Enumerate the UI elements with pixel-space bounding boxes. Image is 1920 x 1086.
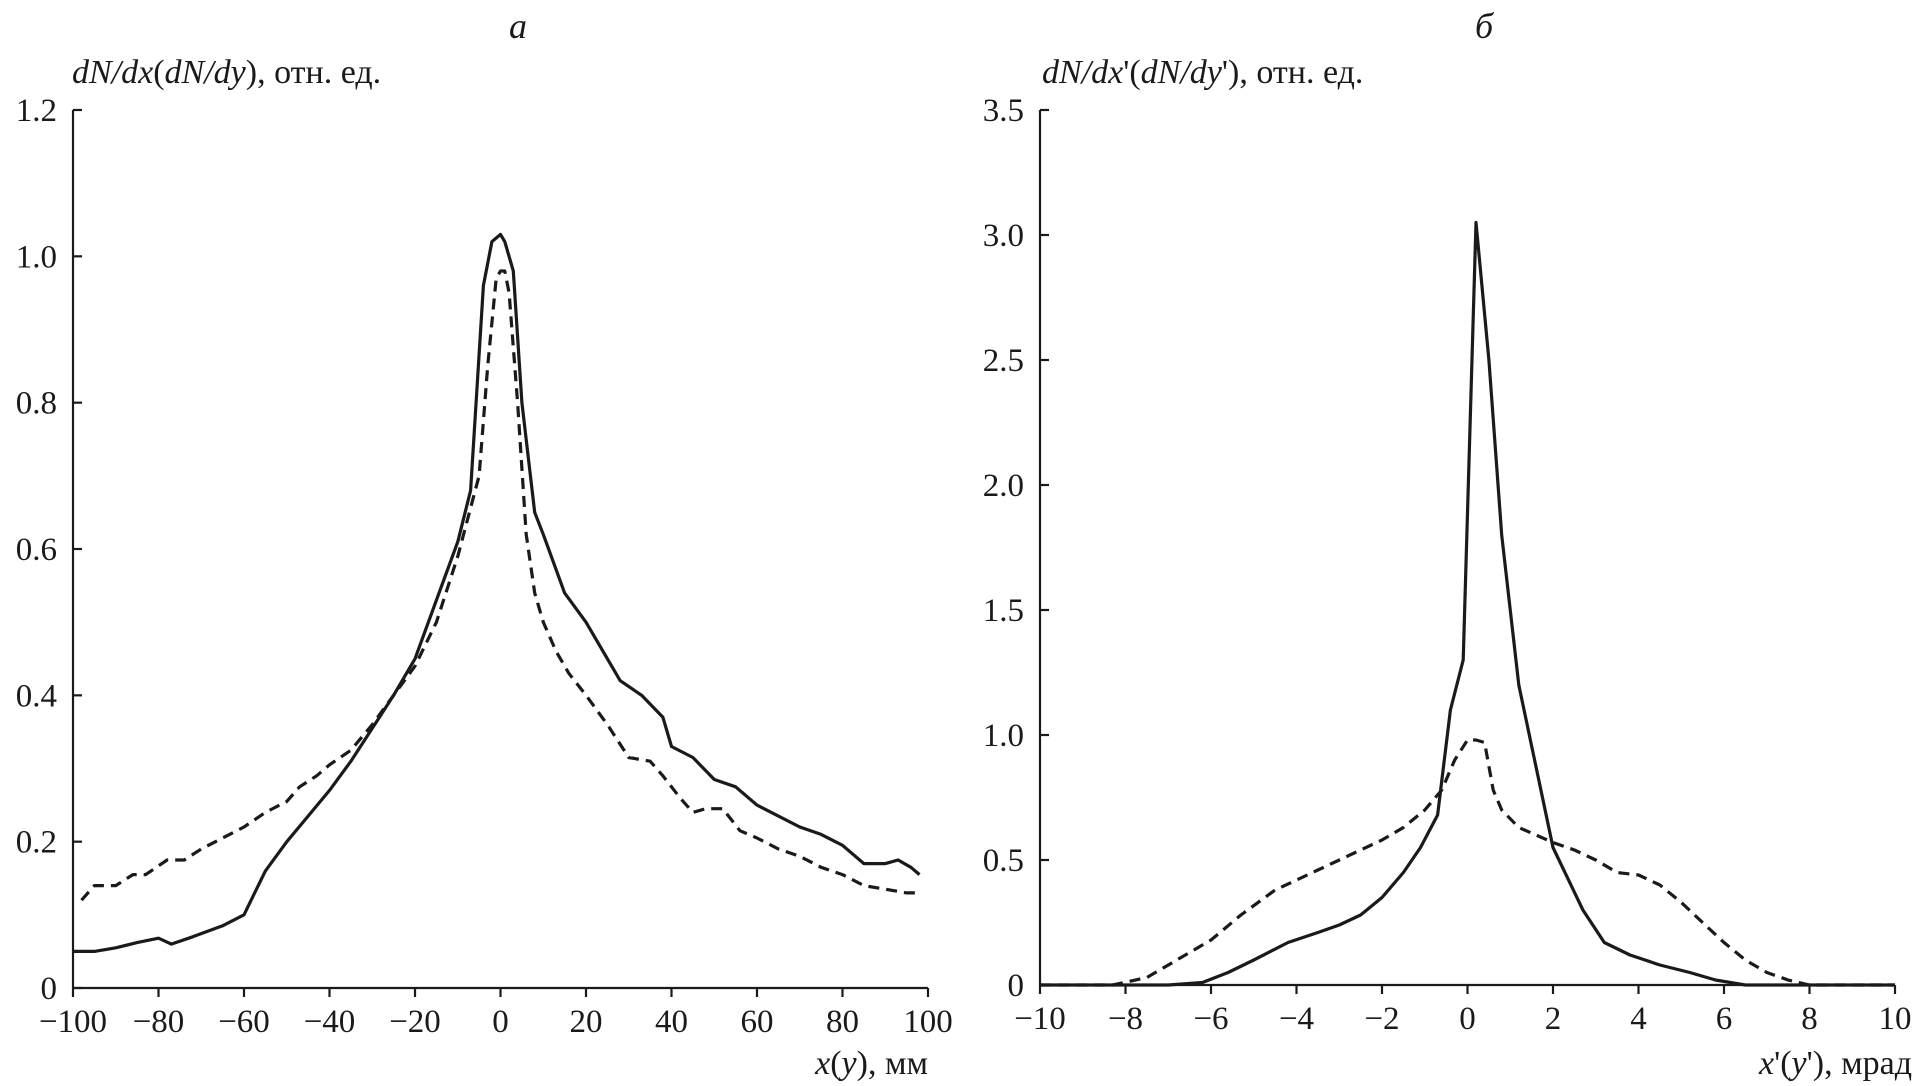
panel-b-series-solid — [1040, 220, 1895, 987]
panel-a-x-tick-label: 100 — [903, 1004, 953, 1040]
panel-b-series-dashed — [1040, 738, 1895, 987]
panel-a-series-solid — [73, 232, 921, 954]
panel-a-x-tick-label: −20 — [389, 1004, 441, 1040]
panel-b-y-tick-label: 0.5 — [983, 843, 1024, 879]
panel-b-x-tick-label: −6 — [1193, 1001, 1228, 1037]
panel-b-y-tick-label: 2.0 — [983, 468, 1024, 504]
panel-a-y-tick-label: 1.0 — [16, 239, 57, 275]
panel-b-x-tick-label: −4 — [1279, 1001, 1314, 1037]
panel-a-series-dashed — [80, 269, 920, 902]
panel-b-y-tick-label: 3.0 — [983, 218, 1024, 254]
panel-a-x-axis-title: x(y), мм — [814, 1045, 928, 1082]
panel-b-x-axis-title: x'(y'), мрад — [1758, 1045, 1912, 1082]
panel-b-y-tick-label: 3.5 — [983, 93, 1024, 129]
panel-a-y-tick-label: 0.2 — [16, 825, 57, 861]
panel-a-x-tick-label: −100 — [39, 1004, 107, 1040]
panel-b-x-tick-label: −2 — [1364, 1001, 1399, 1037]
panel-a-x-tick-label: −40 — [304, 1004, 356, 1040]
panel-b-y-tick-label: 1.5 — [983, 593, 1024, 629]
panel-a-y-tick-label: 0.4 — [16, 678, 57, 714]
panel-a-y-tick-label: 0 — [41, 971, 58, 1007]
panel-a: a dN/dx(dN/dy), отн. ед. x(y), мм −100 −8… — [16, 6, 953, 1082]
panel-a-label: a — [509, 6, 527, 46]
panel-b-x-tick-label: 2 — [1545, 1001, 1562, 1037]
panel-a-y-axis-title: dN/dx(dN/dy), отн. ед. — [72, 54, 381, 91]
panel-b: б dN/dx'(dN/dy'), отн. ед. x'(y'), мрад … — [983, 6, 1912, 1082]
panel-b-x-tick-label: 10 — [1879, 1001, 1912, 1037]
panel-b-y-tick-label: 2.5 — [983, 343, 1024, 379]
panel-b-y-axis-title: dN/dx'(dN/dy'), отн. ед. — [1042, 54, 1363, 91]
panel-a-x-tick-label: −80 — [133, 1004, 185, 1040]
panel-a-y-tick-label: 1.2 — [16, 93, 57, 129]
panel-b-x-tick-label: 0 — [1459, 1001, 1476, 1037]
panel-a-y-tick-label: 0.8 — [16, 386, 57, 422]
panel-a-x-tick-label: 40 — [655, 1004, 688, 1040]
panel-b-x-tick-label: 6 — [1716, 1001, 1733, 1037]
panel-a-x-tick-label: 20 — [570, 1004, 603, 1040]
panel-a-x-tick-label: 60 — [741, 1004, 774, 1040]
panel-b-x-tick-label: 8 — [1801, 1001, 1818, 1037]
panel-b-y-tick-label: 1.0 — [983, 718, 1024, 754]
panel-a-x-tick-label: 0 — [492, 1004, 509, 1040]
panel-a-y-tick-label: 0.6 — [16, 532, 57, 568]
panel-a-x-tick-label: 80 — [826, 1004, 859, 1040]
panel-a-x-tick-label: −60 — [218, 1004, 270, 1040]
panel-b-label: б — [1475, 6, 1495, 46]
panel-b-x-tick-label: 4 — [1630, 1001, 1647, 1037]
panel-b-y-tick-label: 0 — [1008, 968, 1025, 1004]
panel-b-x-tick-label: −10 — [1014, 1001, 1066, 1037]
panel-b-x-tick-label: −8 — [1108, 1001, 1143, 1037]
